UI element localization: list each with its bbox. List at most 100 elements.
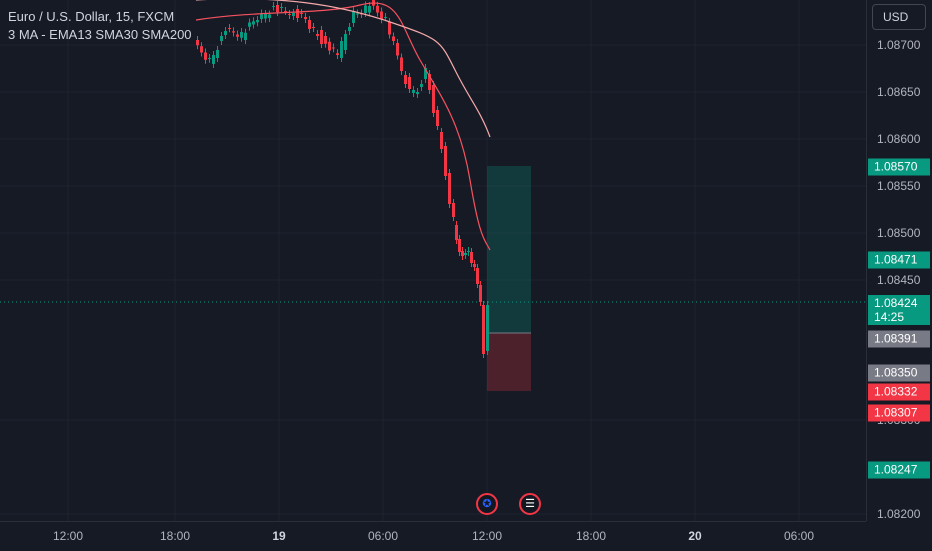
candle-body — [452, 203, 455, 217]
time-tick-label: 18:00 — [159, 529, 191, 543]
candle-body — [486, 305, 489, 351]
candle-body — [458, 239, 461, 252]
price-tag-value: 1.08391 — [874, 331, 918, 346]
candle-body — [276, 5, 279, 12]
candle-body — [272, 6, 275, 7]
candle-body — [216, 50, 219, 58]
time-axis[interactable]: 12:00 18:00 19 06:00 12:00 18:00 20 06:00 — [0, 521, 866, 551]
time-tick-label: 20 — [688, 529, 702, 543]
candle-body — [470, 252, 473, 263]
price-tick-label: 1.08450 — [877, 273, 921, 287]
price-tag: 1.08471 — [868, 251, 930, 269]
profit-zone — [487, 166, 531, 333]
candle-body — [308, 20, 311, 29]
time-tick-label: 06:00 — [367, 529, 399, 543]
candle-body — [368, 6, 371, 13]
price-tick-label: 1.08500 — [877, 226, 921, 240]
candle-body — [208, 58, 211, 59]
symbol-title[interactable]: Euro / U.S. Dollar, 15, FXCM — [8, 9, 175, 24]
candle-body — [464, 253, 467, 255]
candle-body — [244, 32, 247, 40]
price-tick-label: 1.08550 — [877, 179, 921, 193]
candle-body — [436, 110, 439, 126]
price-tag: 1.08350 — [868, 364, 930, 382]
price-axis[interactable]: 1.08700 1.08650 1.08600 1.08550 1.08500 1.084… — [866, 0, 932, 521]
candle-body — [240, 32, 243, 38]
ema13-line — [195, 2, 491, 251]
candle-body — [476, 268, 479, 284]
candle-body — [455, 225, 458, 240]
price-tag: 1.08391 — [868, 330, 930, 348]
candle-body — [316, 34, 319, 36]
candle-body — [348, 27, 351, 31]
candle-body — [424, 68, 427, 79]
candle-body — [248, 22, 251, 27]
candle-body — [284, 11, 287, 12]
price-tick-label: 1.08600 — [877, 132, 921, 146]
price-tag-value: 1.08570 — [874, 159, 918, 174]
candle-body — [220, 36, 223, 41]
us-flag-icon[interactable]: ☰ — [519, 493, 541, 515]
price-tick-label: 1.08650 — [877, 85, 921, 99]
price-tag: 1.08307 — [868, 404, 930, 422]
candle-body — [236, 34, 239, 37]
price-tag: 1.08247 — [868, 461, 930, 479]
candle-body — [416, 92, 419, 94]
price-tick-label: 1.08200 — [877, 507, 921, 521]
candle-body — [224, 31, 227, 35]
time-tick-label: 19 — [272, 529, 286, 543]
eu-flag-icon[interactable]: ✪ — [476, 493, 498, 515]
price-tag-value: 1.08332 — [874, 384, 918, 399]
candle-body — [340, 41, 343, 58]
loss-zone — [487, 333, 531, 391]
candle-body — [264, 14, 267, 19]
candle-body — [328, 41, 331, 51]
candle-body — [479, 285, 482, 302]
candle-body — [482, 305, 485, 354]
candle-body — [376, 5, 379, 13]
candle-body — [352, 11, 355, 23]
candle-body — [392, 36, 395, 41]
candle-body — [304, 17, 307, 19]
candle-body — [320, 30, 323, 44]
candle-body — [336, 53, 339, 55]
price-chart[interactable] — [0, 0, 866, 521]
indicator-title[interactable]: 3 MA - EMA13 SMA30 SMA200 — [8, 27, 192, 42]
candle-body — [432, 85, 435, 113]
currency-button[interactable]: USD — [872, 4, 926, 30]
candle-body — [332, 47, 335, 49]
chart-legend: Euro / U.S. Dollar, 15, FXCM 3 MA - EMA1… — [8, 8, 192, 44]
price-tag-value: 1.08247 — [874, 462, 918, 477]
price-tag: 1.08332 — [868, 383, 930, 401]
candle-body — [412, 90, 415, 93]
candle-body — [364, 5, 367, 13]
price-tag-value: 1.08350 — [874, 365, 918, 380]
candle-body — [384, 17, 387, 18]
price-tag-value: 1.08424 — [874, 296, 918, 310]
candle-body — [388, 22, 391, 35]
candle-body — [444, 146, 447, 176]
bar-countdown: 14:25 — [874, 310, 905, 324]
candle-body — [396, 43, 399, 56]
candle-body — [473, 264, 476, 267]
time-tick-label: 18:00 — [575, 529, 607, 543]
price-tag-value: 1.08307 — [874, 405, 918, 420]
candle-body — [228, 28, 231, 29]
candle-body — [404, 75, 407, 84]
candle-body — [196, 40, 199, 46]
candle-body — [344, 34, 347, 50]
candle-body — [420, 84, 423, 87]
candle-body — [461, 251, 464, 256]
candle-body — [448, 173, 451, 204]
candle-body — [204, 52, 207, 60]
price-tick-label: 1.08700 — [877, 38, 921, 52]
candle-body — [400, 57, 403, 71]
candle-body — [440, 132, 443, 149]
time-tick-label: 12:00 — [471, 529, 503, 543]
price-tag-value: 1.08471 — [874, 252, 918, 267]
candle-body — [252, 21, 255, 25]
candle-body — [268, 14, 271, 18]
candle-body — [280, 7, 283, 8]
candle-body — [300, 13, 303, 14]
candle-body — [232, 31, 235, 33]
